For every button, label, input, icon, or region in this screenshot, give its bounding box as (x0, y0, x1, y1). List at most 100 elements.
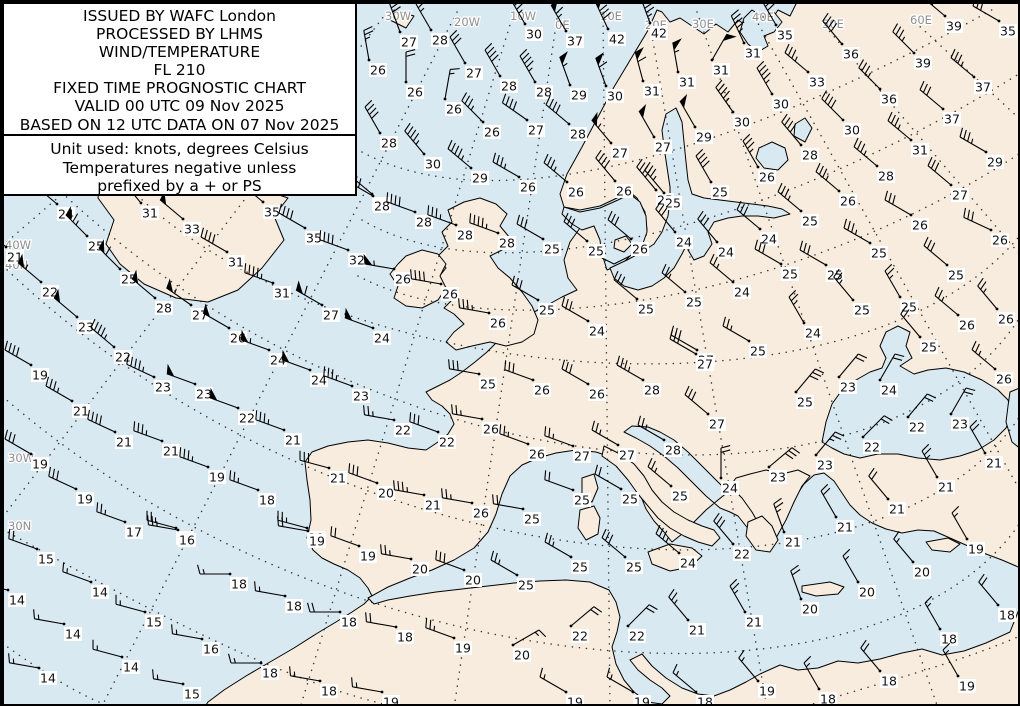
barb-full-10kt (509, 98, 514, 109)
barb-full-10kt (598, 466, 602, 477)
barb-full-10kt (439, 551, 442, 562)
wind-barb-shaft (45, 385, 73, 402)
barb-full-10kt (538, 629, 547, 638)
wind-barb-shaft (229, 479, 259, 491)
wind-barb-shaft (559, 56, 571, 86)
wind-station: 18 (197, 564, 248, 592)
barb-full-10kt (930, 242, 936, 252)
temperature-label: 19 (968, 542, 984, 557)
barb-full-10kt (289, 666, 292, 676)
temperature-label-bg (483, 125, 501, 139)
wind-barb-shaft (449, 36, 466, 64)
temperature-label-bg (606, 89, 624, 103)
barb-full-10kt (365, 612, 368, 622)
temperature-label: 26 (534, 383, 550, 398)
barb-full-10kt (409, 129, 417, 139)
barb-half-5kt (233, 658, 236, 664)
barb-pennant-50kt (132, 269, 139, 284)
wind-barb-shaft (4, 438, 32, 455)
barb-full-10kt (548, 427, 551, 438)
wind-barb-shaft (868, 475, 889, 500)
barb-full-10kt (835, 431, 845, 437)
temperature-label: 24 (734, 285, 750, 300)
temperature-label: 36 (881, 92, 897, 107)
barb-full-10kt (8, 529, 11, 539)
barb-full-10kt (739, 203, 745, 213)
wind-barb-shaft (697, 218, 718, 243)
barb-full-10kt (369, 613, 372, 623)
temperature-label: 14 (9, 593, 25, 608)
cyprus (925, 537, 961, 553)
temperature-label-bg (31, 457, 49, 471)
wind-barb-shaft (511, 284, 539, 301)
barb-full-10kt (544, 426, 547, 436)
barb-full-10kt (496, 495, 499, 505)
peloponnese (745, 515, 779, 553)
temperature-label: 30 (425, 157, 441, 172)
temperature-label: 21 (116, 435, 132, 450)
barb-full-10kt (924, 595, 933, 604)
barb-full-10kt (91, 411, 94, 422)
temperature-label-bg (870, 246, 888, 260)
temperature-label: 18 (262, 666, 278, 681)
temperature-label-bg (122, 660, 140, 674)
wind-barb-shaft (90, 327, 115, 348)
barb-full-10kt (923, 447, 932, 456)
barb-full-10kt (736, 200, 742, 210)
temperature-label-bg (958, 318, 976, 332)
wind-station: 25 (601, 528, 643, 575)
temperature-label: 24 (374, 331, 390, 346)
wind-station: 26 (742, 133, 776, 185)
barb-full-10kt (12, 345, 16, 355)
temperature-label: 21 (889, 502, 905, 517)
temperature-label-bg (801, 602, 819, 616)
wind-barb-shaft (469, 222, 499, 234)
temperature-label-bg (839, 194, 857, 208)
barb-full-10kt (720, 449, 731, 453)
temperature-label-bg (573, 493, 591, 507)
barb-half-5kt (674, 49, 680, 53)
barb-full-10kt (469, 213, 472, 223)
barb-full-10kt (33, 609, 36, 619)
barb-full-10kt (449, 29, 458, 38)
barb-full-10kt (366, 103, 375, 112)
wind-barb-shaft (425, 627, 455, 639)
barb-full-10kt (524, 56, 532, 65)
barb-full-10kt (892, 23, 899, 33)
temperature-label-bg (320, 684, 338, 698)
wind-barb-shaft (709, 262, 734, 283)
temperature-label: 25 (121, 272, 137, 287)
barb-full-10kt (543, 153, 549, 163)
barb-half-5kt (104, 334, 108, 340)
temperature-label: 20 (465, 573, 481, 588)
wind-barb-shaft (637, 424, 665, 441)
wind-barb-shaft (278, 525, 309, 532)
wind-barb-shaft (352, 686, 383, 693)
temperature-label-bg (678, 75, 696, 89)
barb-pennant-50kt (551, 2, 558, 12)
temperature-label-bg (155, 301, 173, 315)
barb-full-10kt (893, 530, 900, 540)
barb-full-10kt (425, 618, 428, 628)
temperature-label-bg (913, 565, 931, 579)
barb-full-10kt (12, 434, 16, 444)
barb-half-5kt (805, 662, 811, 668)
barb-full-10kt (853, 137, 859, 147)
barb-full-10kt (971, 423, 980, 432)
wind-station: 28 (386, 192, 433, 230)
barb-full-10kt (624, 360, 628, 370)
wind-barb-shaft (781, 121, 802, 146)
barb-full-10kt (967, 209, 970, 220)
wind-barb-shaft (444, 69, 451, 100)
barb-full-10kt (718, 519, 726, 529)
barb-full-10kt (4, 340, 9, 351)
barb-full-10kt (754, 239, 759, 250)
barb-full-10kt (700, 156, 708, 165)
wind-barb-shaft (977, 285, 998, 310)
barb-full-10kt (87, 409, 91, 420)
wind-barb-shaft (539, 676, 567, 693)
wind-barb-shaft (887, 120, 912, 141)
barb-full-10kt (390, 193, 393, 204)
barb-full-10kt (233, 471, 236, 482)
temperature-label-bg (465, 66, 483, 80)
